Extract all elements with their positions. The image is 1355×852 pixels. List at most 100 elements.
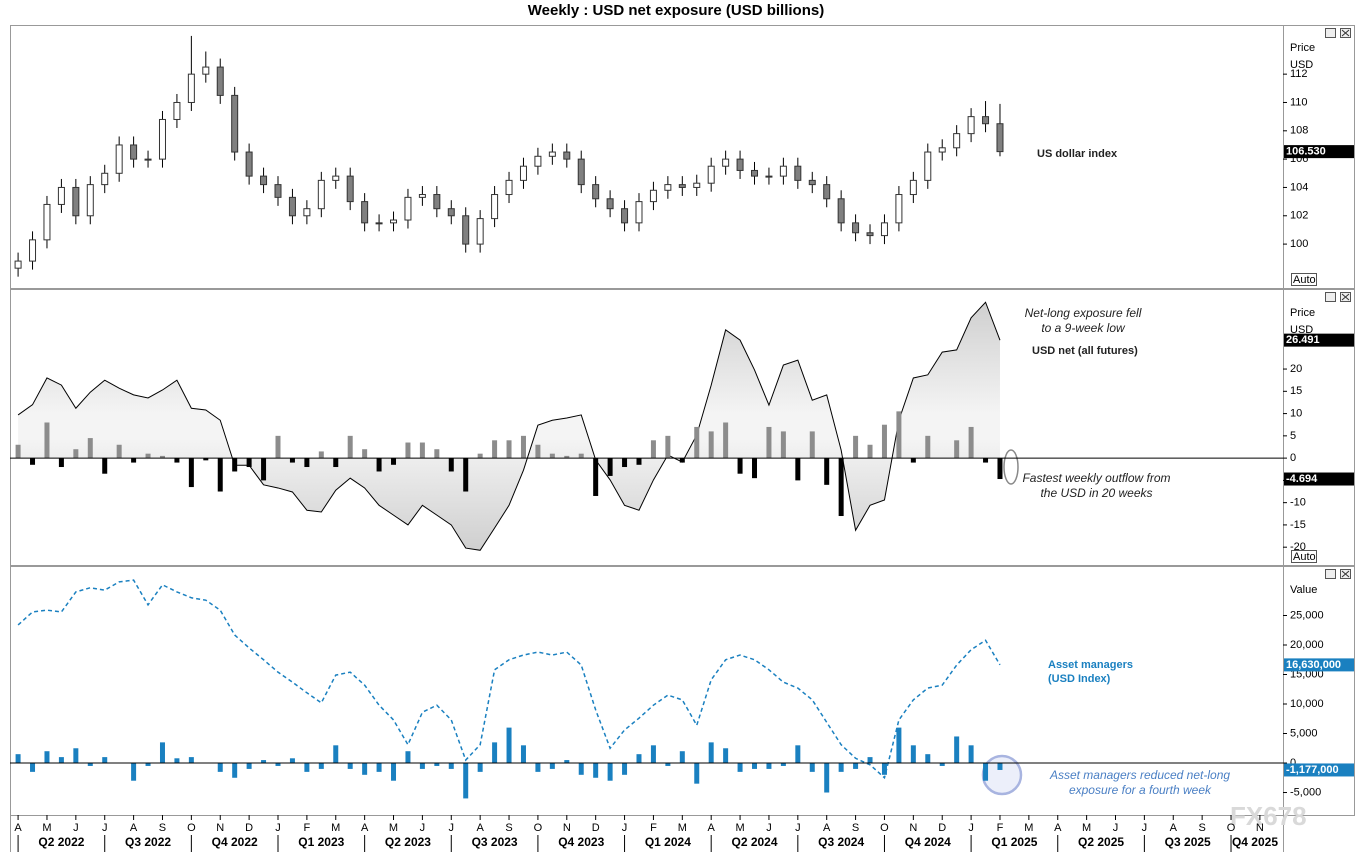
- candle-body: [982, 116, 990, 125]
- bar: [578, 763, 584, 775]
- bar: [549, 763, 555, 769]
- y-tick-label: 5: [1290, 430, 1296, 442]
- x-tick-label: F: [997, 822, 1004, 834]
- bar: [174, 458, 180, 463]
- candle-body: [548, 151, 556, 157]
- bar: [87, 763, 93, 766]
- quarter-label: Q3 2025: [1165, 835, 1211, 849]
- bar: [910, 745, 916, 764]
- last-value-label: -1,177,000: [1286, 764, 1339, 776]
- bar: [867, 444, 873, 459]
- bar: [246, 763, 252, 769]
- x-tick-label: A: [708, 822, 716, 834]
- candle-body: [14, 260, 22, 269]
- candle-body: [779, 165, 787, 177]
- x-tick-label: D: [592, 822, 600, 834]
- bar: [30, 763, 36, 772]
- panel: [14, 35, 1004, 277]
- bar: [347, 763, 353, 769]
- x-tick-label: M: [389, 822, 398, 834]
- quarter-label: Q4 2024: [905, 835, 951, 849]
- candle-body: [173, 101, 181, 120]
- last-value-label: 106.530: [1286, 146, 1326, 158]
- bar: [752, 763, 758, 769]
- x-tick-label: J: [1113, 822, 1119, 834]
- bar: [289, 458, 295, 463]
- quarter-label: Q1 2024: [645, 835, 691, 849]
- annotation: Net-long exposure fell to a 9-week low: [1024, 306, 1142, 335]
- bar: [87, 438, 93, 459]
- bar: [232, 458, 238, 472]
- bar: [520, 745, 526, 764]
- bar: [824, 458, 830, 485]
- bar: [665, 763, 671, 766]
- bar: [376, 458, 382, 472]
- bar: [391, 458, 397, 465]
- bar: [708, 742, 714, 764]
- candle-body: [751, 169, 759, 177]
- bar: [723, 748, 729, 764]
- bar: [520, 435, 526, 459]
- bar: [968, 426, 974, 459]
- bar: [622, 458, 628, 468]
- bar: [188, 757, 194, 764]
- bar: [463, 458, 469, 492]
- candle-body: [736, 158, 744, 171]
- bar: [419, 763, 425, 769]
- y-tick-label: 10: [1290, 407, 1302, 419]
- bar: [939, 763, 945, 766]
- bar: [679, 458, 685, 463]
- last-value-box: [1284, 145, 1354, 159]
- bar: [333, 458, 339, 468]
- bar: [766, 763, 772, 769]
- area-line: [17, 301, 1001, 551]
- candle-body: [158, 118, 166, 160]
- quarter-label: Q4 2022: [212, 835, 258, 849]
- bar: [405, 442, 411, 459]
- bar: [578, 453, 584, 459]
- bar: [607, 763, 613, 781]
- bar: [275, 763, 281, 766]
- series-label: US dollar index: [1037, 148, 1118, 160]
- x-tick-label: M: [42, 822, 51, 834]
- candle-body: [86, 184, 94, 217]
- x-tick-label: A: [361, 822, 369, 834]
- candle-body: [404, 196, 412, 221]
- last-value-box: [1284, 472, 1354, 486]
- bar: [333, 745, 339, 764]
- candle-body: [375, 222, 383, 225]
- candle-body: [260, 175, 268, 186]
- x-tick-label: N: [1256, 822, 1264, 834]
- bar: [694, 426, 700, 459]
- x-tick-label: F: [304, 822, 311, 834]
- bar: [593, 458, 599, 496]
- candle-body: [664, 184, 672, 191]
- chart-title: Weekly : USD net exposure (USD billions): [528, 2, 824, 19]
- bar: [102, 757, 108, 764]
- bar: [477, 763, 483, 772]
- bar: [795, 458, 801, 481]
- candle-body: [29, 239, 37, 262]
- candle-body: [866, 232, 874, 237]
- last-value-label: -4.694: [1286, 473, 1318, 485]
- candle-body: [462, 215, 470, 245]
- quarter-label: Q2 2023: [385, 835, 431, 849]
- scale-button: [1291, 273, 1317, 286]
- bar: [694, 763, 700, 784]
- bar: [809, 763, 815, 772]
- quarter-label: Q4 2023: [558, 835, 604, 849]
- y-tick-label: 102: [1290, 210, 1308, 222]
- y-tick-label: -5,000: [1290, 786, 1321, 798]
- y-tick-label: 0: [1290, 757, 1296, 769]
- x-tick-label: J: [275, 822, 281, 834]
- candle-body: [505, 179, 513, 196]
- x-tick-label: O: [1227, 822, 1236, 834]
- candle-body: [606, 198, 614, 210]
- candle-body: [678, 184, 686, 188]
- bar: [405, 751, 411, 764]
- x-tick-label: S: [852, 822, 859, 834]
- candle-body: [837, 198, 845, 224]
- bar: [665, 435, 671, 459]
- bar: [968, 745, 974, 764]
- bar: [650, 440, 656, 459]
